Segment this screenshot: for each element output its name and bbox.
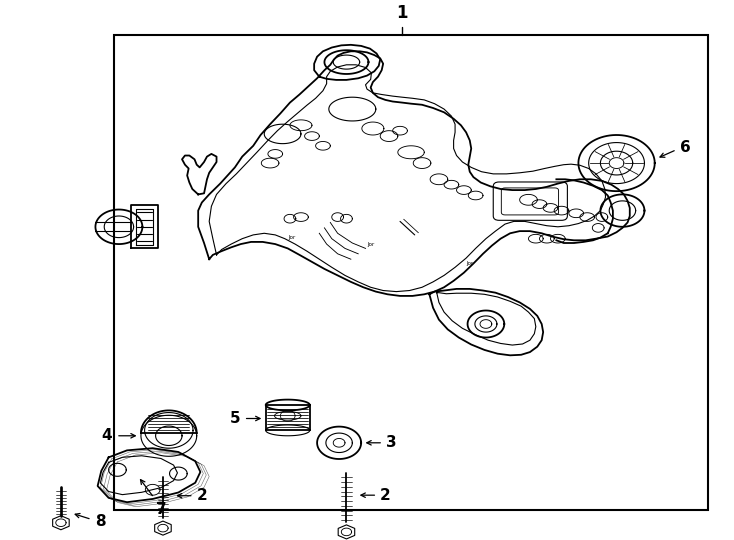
Text: 1: 1: [396, 4, 408, 22]
Text: 7: 7: [156, 502, 167, 517]
Bar: [114, 35, 708, 510]
Text: 2: 2: [380, 488, 391, 503]
Text: 3: 3: [386, 435, 396, 450]
Text: 6: 6: [680, 140, 691, 156]
Text: Jor: Jor: [466, 261, 473, 266]
Text: Jor: Jor: [367, 241, 374, 247]
Text: 5: 5: [230, 411, 240, 426]
Text: 8: 8: [95, 514, 105, 529]
Text: 4: 4: [101, 428, 112, 443]
Text: 2: 2: [197, 488, 208, 503]
Text: Jor: Jor: [288, 235, 296, 240]
